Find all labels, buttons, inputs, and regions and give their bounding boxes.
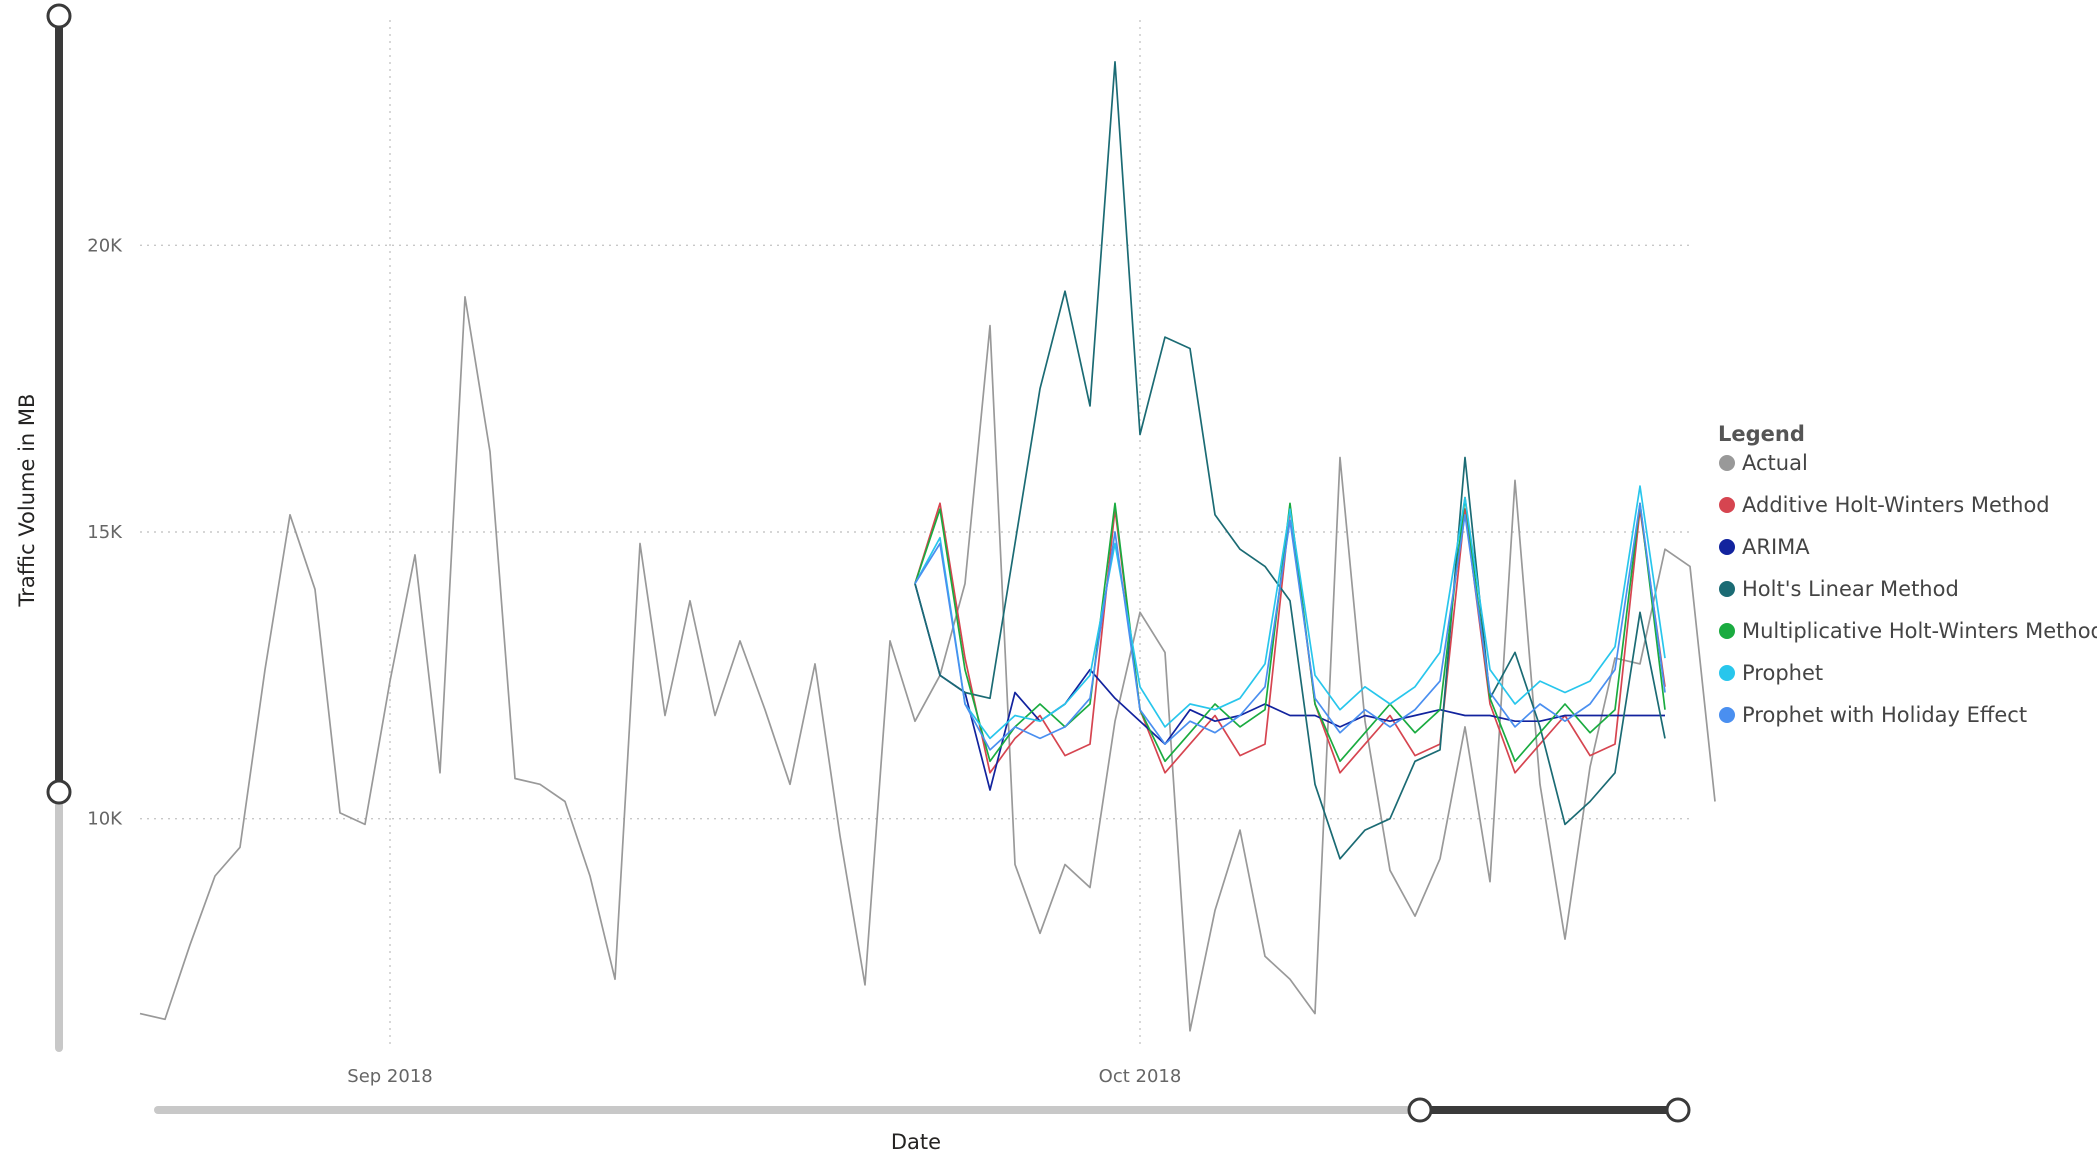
series-line-6	[914, 502, 1666, 751]
series-line-0	[139, 296, 1716, 1032]
legend-item-3[interactable]: Holt's Linear Method	[1719, 577, 1959, 601]
legend-label-2: ARIMA	[1742, 535, 1810, 559]
y-zoom-slider[interactable]	[46, 3, 72, 1052]
legend-marker-2	[1719, 539, 1735, 555]
legend-marker-4	[1719, 623, 1735, 639]
y-slider-top-handle[interactable]	[46, 3, 72, 29]
y-slider-bottom-handle[interactable]	[46, 779, 72, 805]
series-lines	[139, 61, 1716, 1032]
legend-label-6: Prophet with Holiday Effect	[1742, 703, 2027, 727]
legend-label-0: Actual	[1742, 451, 1808, 475]
legend-marker-1	[1719, 497, 1735, 513]
y-tick-label-2: 20K	[87, 235, 123, 256]
legend-label-3: Holt's Linear Method	[1742, 577, 1959, 601]
y-axis-ticks: 10K 15K 20K	[87, 235, 123, 829]
x-axis-ticks: Sep 2018 Oct 2018	[347, 1066, 1181, 1087]
legend-marker-0	[1719, 455, 1735, 471]
y-tick-label-1: 15K	[87, 522, 123, 543]
x-slider-right-handle[interactable]	[1665, 1097, 1691, 1123]
legend-item-1[interactable]: Additive Holt-Winters Method	[1719, 493, 2050, 517]
gridlines	[140, 20, 1690, 1048]
series-line-5	[914, 485, 1666, 740]
x-tick-label-1: Oct 2018	[1099, 1066, 1182, 1087]
legend: Legend Actual Additive Holt-Winters Metho…	[1718, 422, 2097, 727]
legend-item-6[interactable]: Prophet with Holiday Effect	[1719, 703, 2027, 727]
x-zoom-slider[interactable]	[154, 1097, 1691, 1123]
y-axis-title: Traffic Volume in MB	[15, 394, 39, 608]
x-slider-left-handle[interactable]	[1407, 1097, 1433, 1123]
legend-label-4: Multiplicative Holt-Winters Method	[1742, 619, 2097, 643]
legend-label-5: Prophet	[1742, 661, 1823, 685]
legend-label-1: Additive Holt-Winters Method	[1742, 493, 2050, 517]
legend-marker-5	[1719, 665, 1735, 681]
series-line-4	[914, 496, 1666, 763]
legend-item-4[interactable]: Multiplicative Holt-Winters Method	[1719, 619, 2097, 643]
series-line-3	[914, 61, 1666, 860]
legend-title: Legend	[1718, 422, 1805, 446]
legend-item-0[interactable]: Actual	[1719, 451, 1808, 475]
x-axis-title: Date	[891, 1130, 941, 1154]
y-tick-label-0: 10K	[87, 809, 123, 830]
legend-item-5[interactable]: Prophet	[1719, 661, 1823, 685]
legend-item-2[interactable]: ARIMA	[1719, 535, 1810, 559]
legend-marker-3	[1719, 581, 1735, 597]
x-tick-label-0: Sep 2018	[347, 1066, 432, 1087]
legend-marker-6	[1719, 707, 1735, 723]
